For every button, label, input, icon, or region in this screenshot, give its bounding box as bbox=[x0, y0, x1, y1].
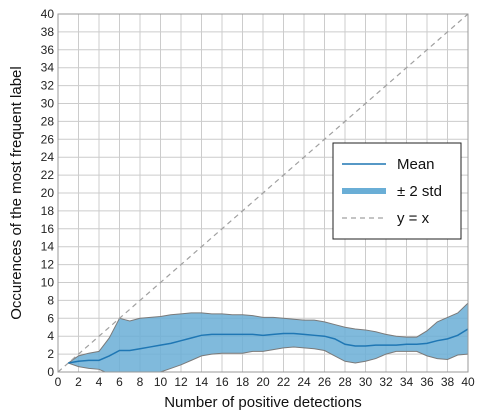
y-tick-label: 32 bbox=[41, 79, 55, 93]
y-tick-label: 22 bbox=[41, 168, 55, 182]
x-tick-label: 38 bbox=[441, 375, 455, 389]
y-tick-label: 40 bbox=[41, 7, 55, 21]
y-tick-label: 4 bbox=[47, 329, 54, 343]
std-band-upper-edge bbox=[67, 302, 468, 364]
x-tick-label: 10 bbox=[154, 375, 168, 389]
y-axis-title: Occurences of the most frequent label bbox=[8, 66, 25, 319]
y-tick-label: 38 bbox=[41, 25, 55, 39]
y-tick-label: 12 bbox=[41, 258, 55, 272]
y-tick-label: 2 bbox=[47, 347, 54, 361]
legend-mean-label: Mean bbox=[397, 156, 435, 173]
y-tick-label: 16 bbox=[41, 222, 55, 236]
mean-line-layer bbox=[68, 328, 469, 364]
y-tick-label: 18 bbox=[41, 204, 55, 218]
y-tick-label: 14 bbox=[41, 240, 55, 254]
legend-std-label: ± 2 std bbox=[397, 183, 442, 200]
x-tick-label: 32 bbox=[379, 375, 393, 389]
y-tick-label: 10 bbox=[41, 276, 55, 290]
x-tick-labels: 0 2 4 6 8 10 12 14 16 18 20 22 24 26 28 30 32 34 36 38 40 bbox=[55, 375, 475, 389]
y-tick-label: 30 bbox=[41, 97, 55, 111]
x-tick-label: 12 bbox=[174, 375, 188, 389]
y-tick-label: 28 bbox=[41, 114, 55, 128]
x-tick-label: 18 bbox=[236, 375, 250, 389]
x-tick-label: 0 bbox=[55, 375, 62, 389]
x-tick-label: 22 bbox=[277, 375, 291, 389]
y-tick-label: 0 bbox=[47, 365, 54, 379]
legend: Mean ± 2 std y = x bbox=[332, 142, 462, 240]
plot-frame bbox=[57, 13, 469, 373]
x-tick-label: 2 bbox=[75, 375, 82, 389]
x-tick-label: 34 bbox=[400, 375, 414, 389]
x-tick-label: 16 bbox=[215, 375, 229, 389]
x-axis-title: Number of positive detections bbox=[164, 394, 362, 411]
x-tick-label: 28 bbox=[338, 375, 352, 389]
legend-identity-label: y = x bbox=[397, 210, 430, 227]
x-tick-label: 20 bbox=[256, 375, 270, 389]
identity-line-layer bbox=[57, 13, 469, 373]
x-tick-label: 36 bbox=[420, 375, 434, 389]
x-tick-label: 6 bbox=[116, 375, 123, 389]
std-band-layer bbox=[67, 302, 468, 372]
x-tick-label: 8 bbox=[137, 375, 144, 389]
x-tick-label: 14 bbox=[195, 375, 209, 389]
x-tick-label: 26 bbox=[318, 375, 332, 389]
std-band bbox=[68, 303, 468, 372]
identity-line bbox=[57, 13, 469, 373]
y-tick-label: 24 bbox=[41, 150, 55, 164]
y-tick-label: 26 bbox=[41, 132, 55, 146]
x-tick-label: 30 bbox=[359, 375, 373, 389]
mean-line bbox=[68, 328, 469, 364]
y-tick-label: 36 bbox=[41, 43, 55, 57]
x-tick-label: 40 bbox=[461, 375, 475, 389]
x-tick-label: 24 bbox=[297, 375, 311, 389]
std-band-lower-edge bbox=[68, 346, 468, 372]
y-tick-label: 34 bbox=[41, 61, 55, 75]
y-tick-label: 6 bbox=[47, 311, 54, 325]
y-tick-label: 20 bbox=[41, 186, 55, 200]
x-tick-label: 4 bbox=[96, 375, 103, 389]
y-tick-label: 8 bbox=[47, 293, 54, 307]
